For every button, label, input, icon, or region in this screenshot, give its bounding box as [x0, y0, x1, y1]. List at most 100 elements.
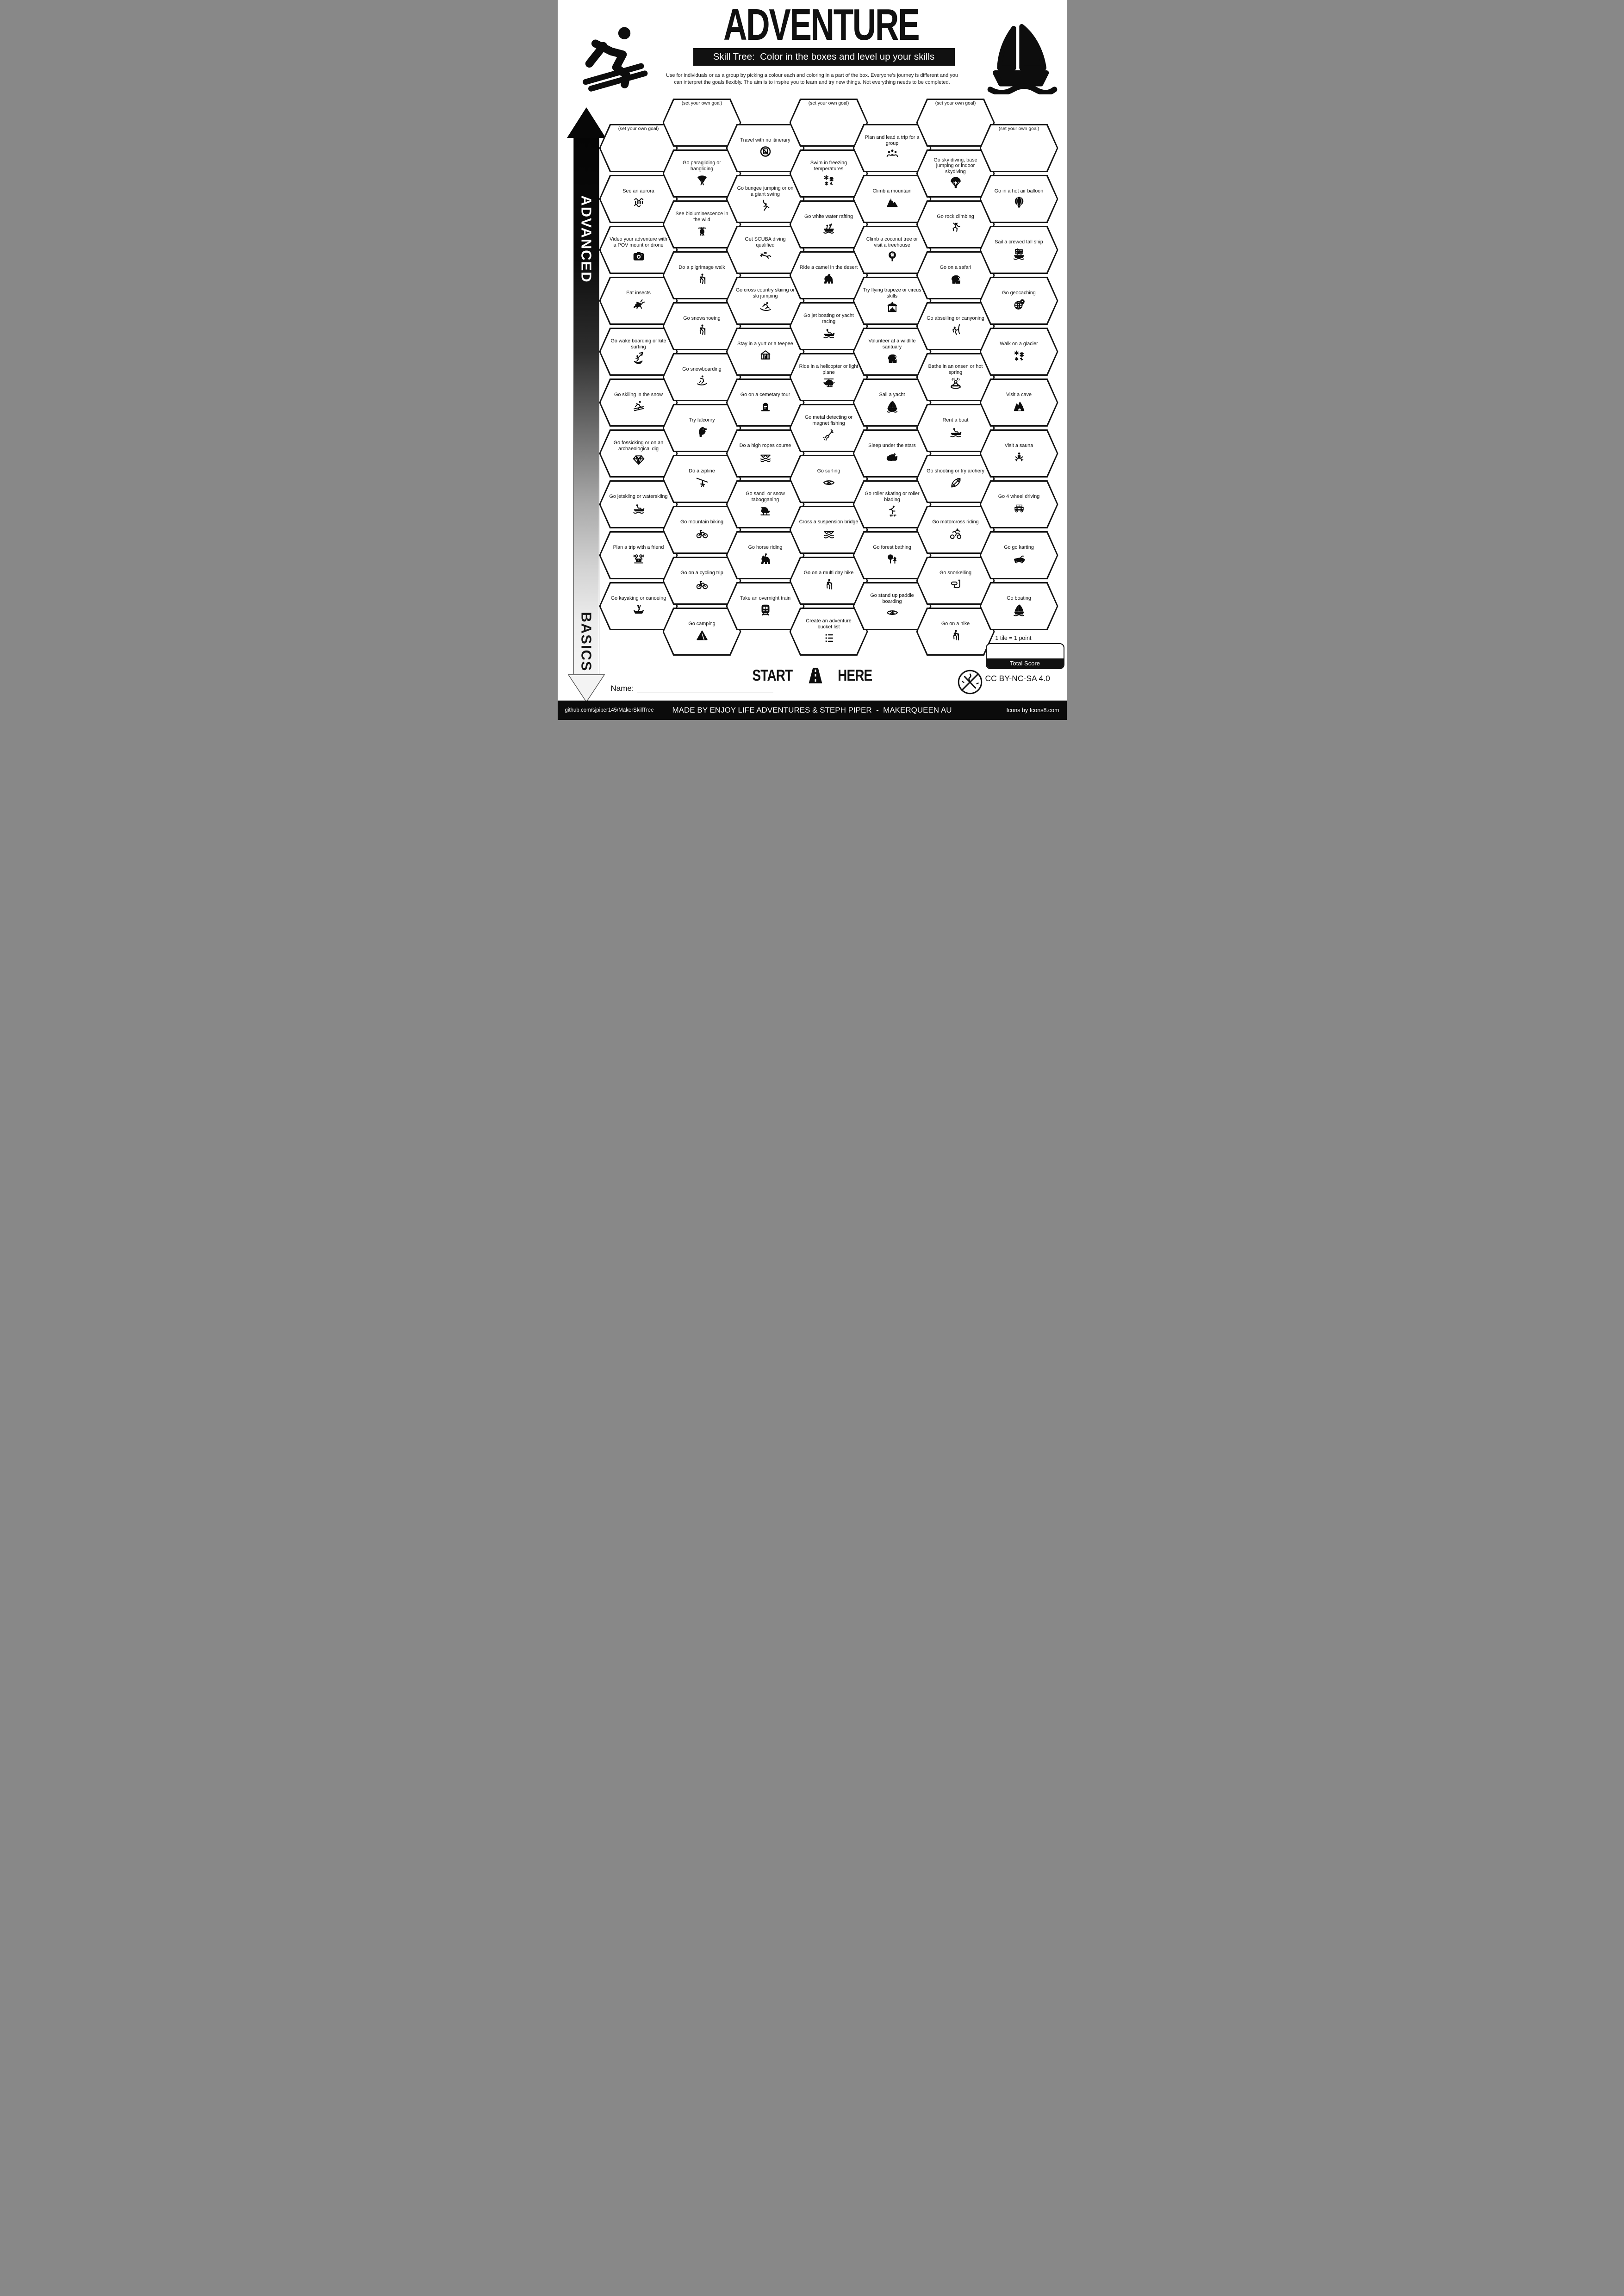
hex-go-in-a-hot-air-balloon[interactable]: Go in a hot air balloon	[979, 175, 1058, 223]
hex-do-a-zipline[interactable]: Do a zipline	[662, 455, 741, 503]
hex-ride-in-a-helicopter-or-light-plane[interactable]: Ride in a helicopter or light plane	[789, 353, 868, 401]
hex-go-stand-up-paddle-boarding[interactable]: Go stand up paddle boarding	[852, 582, 932, 630]
hex-label: See an aurora	[622, 188, 654, 194]
hex-go-roller-skating-or-roller-blading[interactable]: Go roller skating or roller blading	[852, 480, 932, 528]
hex-travel-with-no-itinerary[interactable]: Travel with no itinerary	[726, 124, 805, 172]
footer-github-link[interactable]: github.com/sjpiper145/MakerSkillTree	[565, 707, 654, 713]
hex-eat-insects[interactable]: Eat insects	[599, 277, 678, 325]
detector-icon	[822, 428, 836, 441]
hex-label: Sleep under the stars	[868, 443, 916, 449]
hex-climb-a-coconut-tree-or-visit-a-treehouse[interactable]: Climb a coconut tree or visit a treehous…	[852, 226, 932, 274]
hex-go-motorcross-riding[interactable]: Go motorcross riding	[916, 506, 995, 554]
hex-swim-in-freezing-temperatures[interactable]: Swim in freezing temperatures	[789, 149, 868, 198]
hex-go-snowshoeing[interactable]: Go snowshoeing	[662, 302, 741, 350]
hex-go-shooting-or-try-archery[interactable]: Go shooting or try archery	[916, 455, 995, 503]
description-text: Use for individuals or as a group by pic…	[666, 73, 958, 86]
hex-sail-a-yacht[interactable]: Sail a yacht	[852, 379, 932, 427]
firefly-icon	[695, 224, 709, 238]
hex-go-cross-country-skiiing-or-ski-jumping[interactable]: Go cross country skiiing or ski jumping	[726, 277, 805, 325]
paraglider-icon	[695, 173, 709, 187]
hex-go-4-wheel-driving[interactable]: Go 4 wheel driving	[979, 480, 1058, 528]
gem-icon	[632, 453, 646, 467]
name-input-line[interactable]	[636, 685, 773, 693]
hex-label: Go abseiling or canyoning	[927, 316, 984, 322]
hex-label: Ride a camel in the desert	[799, 265, 858, 271]
hex-go-camping[interactable]: Go camping	[662, 608, 741, 656]
hex-bathe-in-an-onsen-or-hot-spring[interactable]: Bathe in an onsen or hot spring	[916, 353, 995, 401]
hex-go-on-a-hike[interactable]: Go on a hike	[916, 608, 995, 656]
hex-do-a-pilgrimage-walk[interactable]: Do a pilgrimage walk	[662, 251, 741, 299]
hex-see-an-aurora[interactable]: See an aurora	[599, 175, 678, 223]
hex-set-your-own-goal-c2[interactable]: (set your own goal)	[662, 99, 741, 147]
hex-go-abseiling-or-canyoning[interactable]: Go abseiling or canyoning	[916, 302, 995, 350]
hex-climb-a-mountain[interactable]: Climb a mountain	[852, 175, 932, 223]
hex-sail-a-crewed-tall-ship[interactable]: Sail a crewed tall ship	[979, 226, 1058, 274]
hex-go-wake-boarding-or-kite-surfing[interactable]: Go wake boarding or kite surfing	[599, 328, 678, 376]
total-score-value[interactable]	[987, 644, 1064, 658]
hex-label: Climb a coconut tree or visit a treehous…	[866, 236, 920, 248]
hex-create-an-adventure-bucket-list[interactable]: Create an adventure bucket list	[789, 608, 868, 656]
hex-go-metal-detecting-or-magnet-fishing[interactable]: Go metal detecting or magnet fishing	[789, 404, 868, 452]
hex-take-an-overnight-train[interactable]: Take an overnight train	[726, 582, 805, 630]
hex-rent-a-boat[interactable]: Rent a boat	[916, 404, 995, 452]
hex-cross-a-suspension-bridge[interactable]: Cross a suspension bridge	[789, 506, 868, 554]
hex-set-your-own-goal-c4[interactable]: (set your own goal)	[789, 99, 868, 147]
hex-label: Go fossicking or on an archaeological di…	[613, 440, 665, 452]
sled-icon	[759, 504, 772, 518]
hex-fill	[854, 431, 930, 476]
hex-go-skiiing-in-the-snow[interactable]: Go skiiing in the snow	[599, 379, 678, 427]
hex-label: Swim in freezing temperatures	[810, 160, 849, 172]
ropes-icon	[759, 450, 772, 464]
hex-visit-a-sauna[interactable]: Visit a sauna	[979, 429, 1058, 478]
hex-go-bungee-jumping-or-on-a-giant-swing[interactable]: Go bungee jumping or on a giant swing	[726, 175, 805, 223]
hex-try-flying-trapeze-or-circus-skills[interactable]: Try flying trapeze or circus skills	[852, 277, 932, 325]
hex-plan-and-lead-a-trip-for-a-group[interactable]: Plan and lead a trip for a group	[852, 124, 932, 172]
hex-volunteer-at-a-wildlife-santuary[interactable]: Volunteer at a wildlife santuary	[852, 328, 932, 376]
hex-set-your-own-goal-c1[interactable]: (set your own goal)	[599, 124, 678, 172]
hex-go-kayaking-or-canoeing[interactable]: Go kayaking or canoeing	[599, 582, 678, 630]
hex-go-on-a-cycling-trip[interactable]: Go on a cycling trip	[662, 557, 741, 605]
hex-go-paragliding-or-hangliding[interactable]: Go paragliding or hangliding	[662, 149, 741, 198]
hex-go-forest-bathing[interactable]: Go forest bathing	[852, 531, 932, 579]
hex-go-go-karting[interactable]: Go go karting	[979, 531, 1058, 579]
hex-go-fossicking-or-on-an-archaeological-dig[interactable]: Go fossicking or on an archaeological di…	[599, 429, 678, 478]
hex-label: Rent a boat	[942, 417, 969, 423]
hex-sleep-under-the-stars[interactable]: Sleep under the stars	[852, 429, 932, 478]
hex-set-your-own-goal-c7[interactable]: (set your own goal)	[979, 124, 1058, 172]
hex-set-your-own-goal-c6[interactable]: (set your own goal)	[916, 99, 995, 147]
hex-go-sky-diving-base-jumping-or-indoor-skydiving[interactable]: Go sky diving, base jumping or indoor sk…	[916, 149, 995, 198]
tallship-icon	[1012, 247, 1026, 261]
hex-stay-in-a-yurt-or-a-teepee[interactable]: Stay in a yurt or a teepee	[726, 328, 805, 376]
hex-go-jetskiing-or-waterskiing[interactable]: Go jetskiing or waterskiing	[599, 480, 678, 528]
hex-fill	[790, 100, 867, 145]
hex-plan-a-trip-with-a-friend[interactable]: Plan a trip with a friend	[599, 531, 678, 579]
hex-label: (set your own goal)	[935, 101, 976, 106]
hex-visit-a-cave[interactable]: Visit a cave	[979, 379, 1058, 427]
hex-fill	[600, 125, 677, 171]
hex-get-scuba-diving-qualified[interactable]: Get SCUBA diving qualified	[726, 226, 805, 274]
hex-go-snorkelling[interactable]: Go snorkelling	[916, 557, 995, 605]
hex-go-on-a-safari[interactable]: Go on a safari	[916, 251, 995, 299]
hex-walk-on-a-glacier[interactable]: Walk on a glacier	[979, 328, 1058, 376]
hex-video-your-adventure-with-a-pov-mount-or-drone[interactable]: Video your adventure with a POV mount or…	[599, 226, 678, 274]
hex-go-snowboarding[interactable]: Go snowboarding	[662, 353, 741, 401]
hex-try-falconry[interactable]: Try falconry	[662, 404, 741, 452]
hex-see-bioluminescence-in-the-wild[interactable]: See bioluminescence in the wild	[662, 200, 741, 248]
footer-credit: MADE BY ENJOY LIFE ADVENTURES & STEPH PI…	[672, 706, 952, 714]
hex-go-horse-riding[interactable]: Go horse riding	[726, 531, 805, 579]
hex-ride-a-camel-in-the-desert[interactable]: Ride a camel in the desert	[789, 251, 868, 299]
elephant-icon	[885, 351, 899, 365]
hex-fill	[664, 100, 740, 145]
raft-icon	[822, 221, 836, 235]
hex-go-jet-boating-or-yacht-racing[interactable]: Go jet boating or yacht racing	[789, 302, 868, 350]
hex-go-rock-climbing[interactable]: Go rock climbing	[916, 200, 995, 248]
hex-go-on-a-multi-day-hike[interactable]: Go on a multi day hike	[789, 557, 868, 605]
hex-go-white-water-rafting[interactable]: Go white water rafting	[789, 200, 868, 248]
hex-go-on-a-cemetary-tour[interactable]: Go on a cemetary tour	[726, 379, 805, 427]
hex-do-a-high-ropes-course[interactable]: Do a high ropes course	[726, 429, 805, 478]
hex-go-surfing[interactable]: Go surfing	[789, 455, 868, 503]
hex-go-geocaching[interactable]: Go geocaching	[979, 277, 1058, 325]
hex-go-boating[interactable]: Go boating	[979, 582, 1058, 630]
hex-go-mountain-biking[interactable]: Go mountain biking	[662, 506, 741, 554]
hex-go-sand-or-snow-tabogganing[interactable]: Go sand or snow tabogganing	[726, 480, 805, 528]
